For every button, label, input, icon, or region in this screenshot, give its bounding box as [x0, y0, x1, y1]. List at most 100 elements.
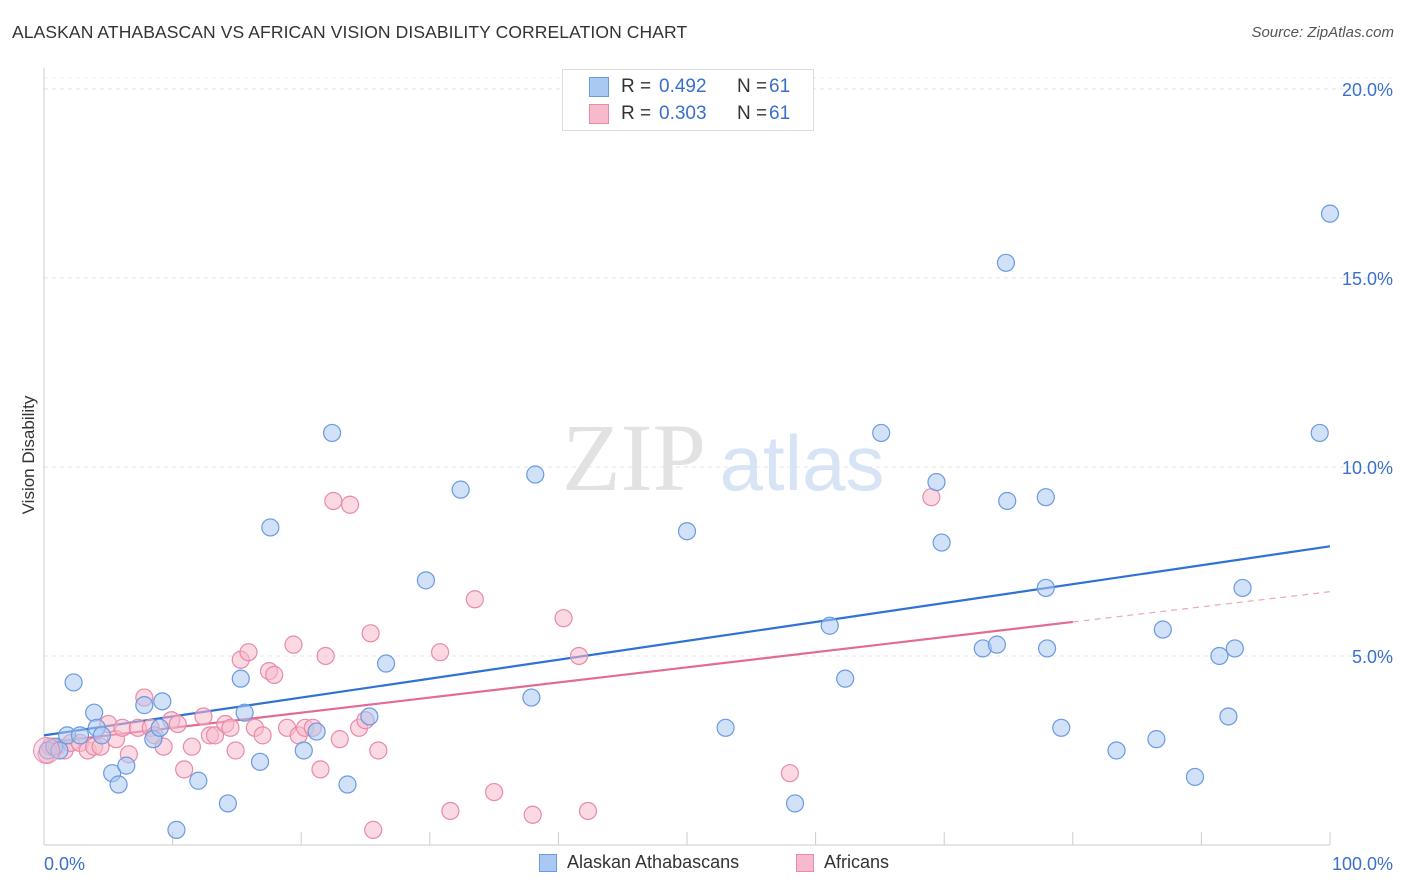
data-point-pink: [465, 590, 484, 609]
data-point-blue: [1036, 578, 1055, 598]
watermark: ZIP atlas: [562, 404, 884, 511]
data-point-pink: [430, 643, 450, 662]
y-tick-label: 10.0%: [1342, 458, 1393, 478]
tick-labels: 5.0% 10.0% 15.0% 20.0% 0.0% 100.0%: [44, 80, 1393, 874]
data-point-blue: [235, 703, 254, 722]
data-point-blue: [338, 775, 357, 794]
data-point-blue: [1210, 646, 1229, 666]
data-point-blue: [1219, 707, 1238, 726]
data-point-blue: [932, 533, 951, 552]
legend-series: Alaskan Athabascans Africans: [0, 850, 1406, 880]
y-tick-label: 20.0%: [1342, 80, 1393, 100]
legend-swatch-pink: [589, 104, 609, 124]
watermark-zip: ZIP: [562, 404, 706, 511]
data-point-blue: [522, 688, 541, 707]
legend-swatch-blue: [539, 853, 557, 872]
legend-r-label: R =: [621, 103, 652, 124]
legend-swatch-blue: [589, 77, 609, 97]
data-point-blue: [1153, 620, 1172, 639]
data-point-pink: [578, 801, 598, 821]
axes: [43, 68, 1331, 846]
data-point-pink: [330, 730, 349, 749]
data-point-blue: [64, 673, 83, 692]
data-point-pink: [324, 491, 343, 511]
data-point-blue: [250, 752, 270, 771]
data-point-blue: [820, 616, 839, 635]
legend-stats-row-pink: R = 0.303 N = 61: [589, 103, 790, 125]
data-point-pink: [253, 726, 272, 745]
trend-line-pink: [43, 620, 1073, 745]
data-point-pink: [221, 718, 240, 737]
data-point-pink: [569, 646, 589, 666]
data-point-pink: [364, 820, 383, 839]
data-point-blue: [92, 726, 111, 745]
legend-r-value: 0.492: [659, 76, 707, 97]
data-point-blue: [117, 756, 136, 775]
data-point-blue: [189, 771, 208, 790]
data-point-blue: [294, 741, 313, 760]
data-point-blue: [785, 794, 805, 813]
legend-label: Alaskan Athabascans: [567, 852, 740, 872]
legend-n-value: 61: [769, 76, 791, 97]
data-point-pink: [226, 741, 245, 760]
data-point-blue: [322, 423, 342, 443]
legend-r-value: 0.303: [659, 103, 707, 124]
data-point-pink: [361, 624, 380, 643]
legend-r-label: R =: [621, 76, 652, 97]
data-point-blue: [218, 794, 237, 813]
data-point-blue: [927, 472, 946, 492]
legend-label: Africans: [824, 852, 890, 872]
data-point-blue: [1225, 639, 1244, 658]
legend-n-value: 61: [769, 103, 791, 124]
data-point-blue: [987, 635, 1007, 654]
data-point-blue: [1320, 204, 1340, 223]
x-tick-label: 100.0%: [1332, 854, 1393, 874]
data-point-blue: [109, 775, 128, 794]
data-point-pink: [523, 805, 542, 824]
data-point-blue: [1037, 639, 1057, 658]
trend-line-extension-pink: [1072, 591, 1331, 623]
data-point-blue: [1185, 767, 1205, 787]
data-point-blue: [836, 669, 855, 688]
data-point-blue: [716, 718, 735, 737]
trend-line-blue: [43, 545, 1331, 737]
data-point-blue: [872, 423, 891, 443]
data-point-pink: [168, 714, 187, 734]
data-point-blue: [998, 491, 1017, 511]
data-point-blue: [996, 253, 1016, 272]
data-point-pink: [284, 635, 303, 654]
data-point-blue: [526, 465, 545, 484]
data-point-blue: [135, 696, 154, 715]
data-point-blue: [85, 703, 104, 722]
data-point-pink: [265, 665, 284, 684]
data-point-blue: [167, 820, 186, 839]
legend-swatch-pink: [796, 853, 814, 872]
y-tick-label: 5.0%: [1352, 647, 1393, 667]
data-point-blue: [153, 692, 172, 711]
legend-item-alaskan-athabascans[interactable]: Alaskan Athabascans: [539, 852, 739, 873]
legend-n-label: N =: [737, 76, 768, 97]
data-point-pink: [205, 726, 225, 745]
data-point-blue: [376, 654, 396, 673]
data-point-blue: [261, 518, 280, 537]
grid-lines: [44, 77, 1392, 657]
data-point-pink: [554, 609, 573, 628]
data-point-pink: [780, 764, 799, 783]
data-points: [33, 204, 1340, 839]
data-point-blue: [1147, 730, 1166, 749]
data-point-blue: [1310, 423, 1329, 443]
data-point-pink: [485, 782, 504, 802]
data-point-pink: [311, 760, 330, 779]
data-point-blue: [677, 522, 697, 541]
data-point-pink: [239, 643, 258, 662]
y-tick-label: 15.0%: [1342, 269, 1393, 289]
data-point-pink: [175, 760, 194, 779]
legend-stats-row-blue: R = 0.492 N = 61: [589, 76, 790, 98]
data-point-pink: [369, 741, 388, 760]
data-point-pink: [441, 801, 460, 821]
legend-item-africans[interactable]: Africans: [796, 852, 889, 873]
data-point-blue: [360, 707, 379, 726]
legend-n-label: N =: [737, 103, 768, 124]
data-point-pink: [113, 718, 132, 737]
